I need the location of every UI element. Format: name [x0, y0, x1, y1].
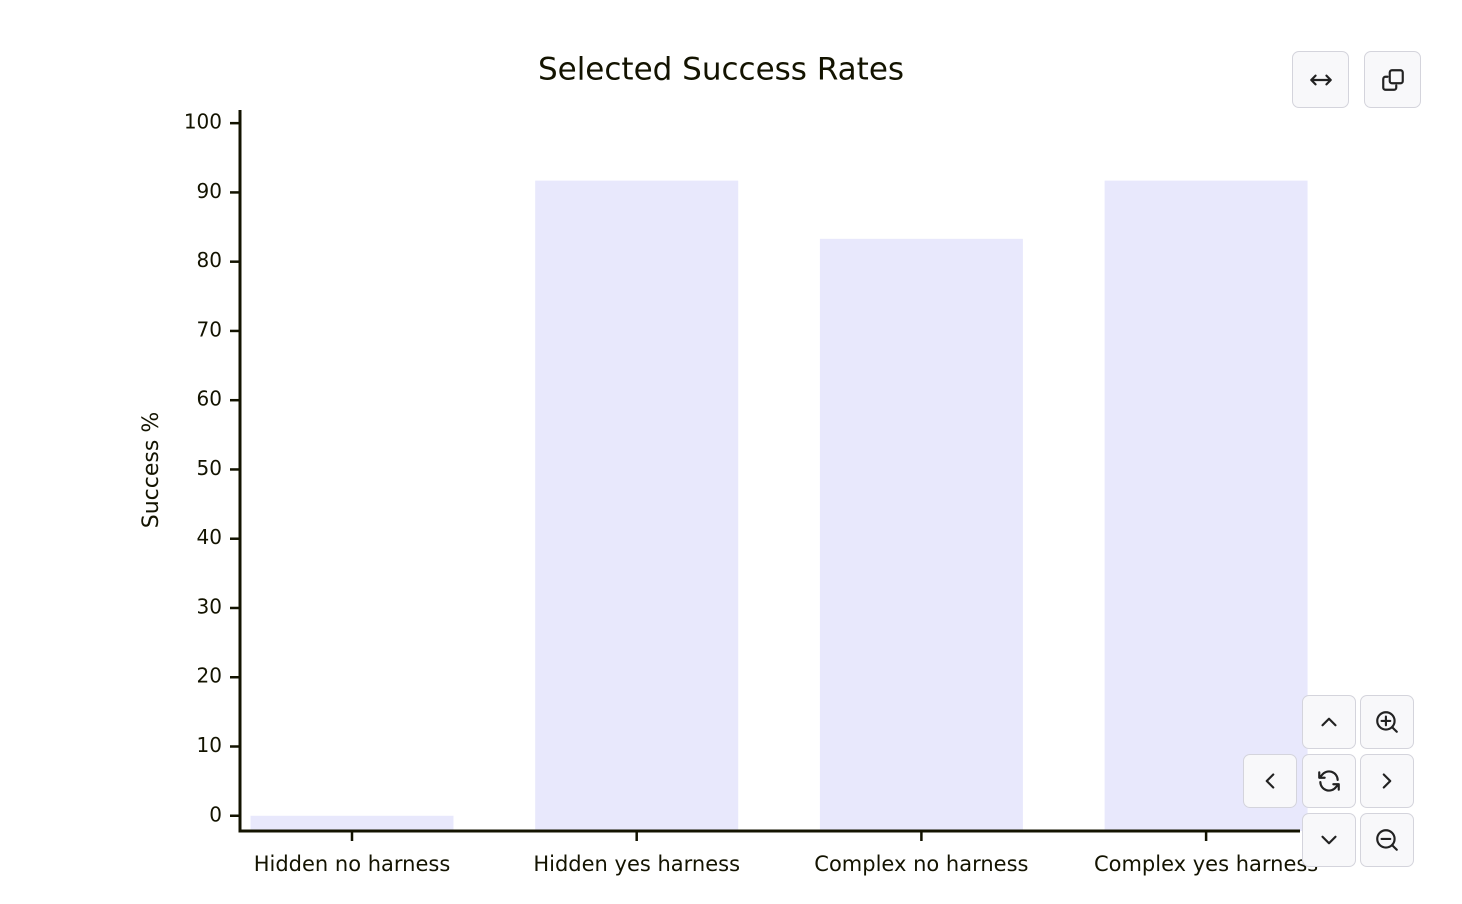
copy-button[interactable]: [1364, 51, 1421, 108]
chart-title: Selected Success Rates: [538, 52, 904, 88]
y-tick-label: 100: [184, 110, 222, 134]
x-tick-label: Hidden no harness: [254, 852, 451, 876]
y-tick-label: 60: [197, 387, 222, 411]
pan-up-button[interactable]: [1302, 695, 1356, 749]
x-tick-label: Hidden yes harness: [533, 852, 740, 876]
pan-left-button[interactable]: [1243, 754, 1297, 808]
zoom-out-button[interactable]: [1360, 813, 1414, 867]
bar: [535, 180, 739, 832]
expand-button[interactable]: [1292, 51, 1349, 108]
y-tick-label: 30: [197, 594, 222, 618]
pan-right-button[interactable]: [1360, 754, 1414, 808]
y-tick-label: 50: [197, 456, 222, 480]
y-tick-label: 20: [197, 664, 222, 688]
pan-down-button[interactable]: [1302, 813, 1356, 867]
bar: [250, 815, 454, 831]
y-tick-label: 0: [209, 802, 222, 826]
y-tick-label: 70: [197, 317, 222, 341]
bar: [819, 238, 1023, 831]
bar: [1104, 180, 1308, 832]
y-tick-label: 80: [197, 248, 222, 272]
y-tick-label: 90: [197, 179, 222, 203]
y-tick-label: 10: [197, 733, 222, 757]
x-tick-label: Complex no harness: [814, 852, 1028, 876]
x-tick-label: Complex yes harness: [1094, 852, 1318, 876]
y-tick-label: 40: [197, 525, 222, 549]
zoom-in-button[interactable]: [1360, 695, 1414, 749]
y-axis-label: Success %: [139, 412, 164, 528]
reset-button[interactable]: [1302, 754, 1356, 808]
